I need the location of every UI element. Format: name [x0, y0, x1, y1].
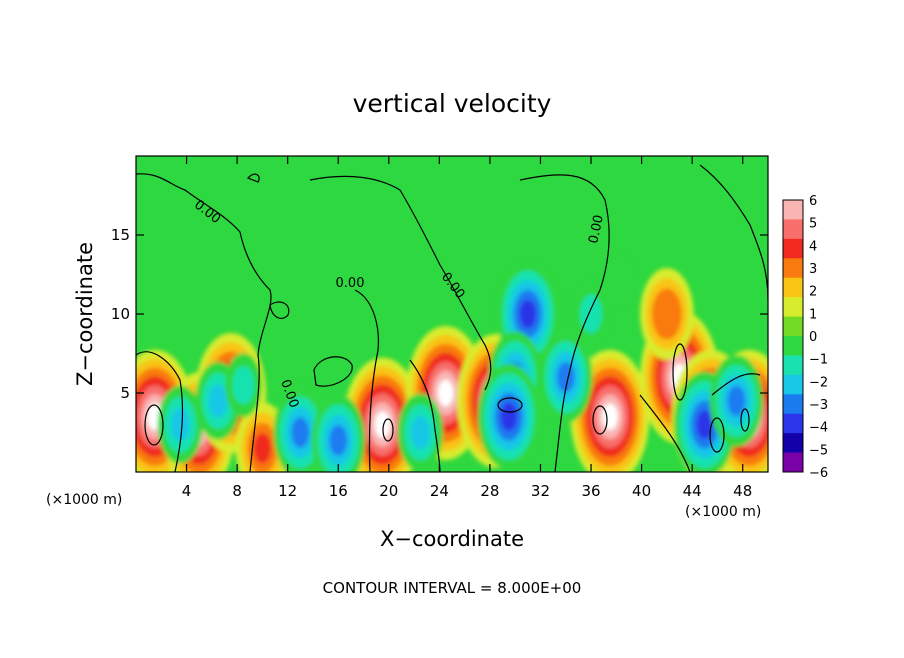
x-axis-unit-left: (×1000 m) — [46, 492, 122, 508]
plot-area: 0.000.00 0.000.000.00 4 8 12 16 20 24 28 32 36 40 4… — [111, 155, 769, 500]
field-feature — [572, 282, 610, 346]
colorbar-tick-label: −1 — [809, 353, 828, 368]
colorbar-swatch — [783, 238, 803, 259]
field-feature — [225, 353, 262, 418]
colorbar-tick-label: 1 — [809, 307, 817, 322]
colorbar-swatch — [783, 316, 803, 337]
field-feature — [397, 393, 443, 472]
colorbar-swatch — [783, 200, 803, 220]
colorbar-swatch — [783, 297, 803, 317]
x-tick-label: 44 — [683, 482, 702, 500]
colorbar-tick-label: 5 — [809, 217, 817, 232]
chart-title: vertical velocity — [353, 89, 552, 118]
colorbar-swatch — [783, 355, 803, 376]
y-axis-title: Z−coordinate — [73, 242, 97, 386]
colorbar-tick-label: 3 — [809, 262, 817, 277]
colorbar-tick-label: 0 — [809, 330, 817, 345]
field-feature — [709, 354, 764, 447]
colorbar-swatch — [783, 452, 803, 473]
contour-line — [519, 174, 610, 472]
colorbar-frame — [782, 199, 804, 473]
contour-interval-note: CONTOUR INTERVAL = 8.000E+00 — [323, 579, 582, 597]
x-axis-unit-right: (×1000 m) — [685, 504, 761, 520]
contour-line — [313, 356, 353, 387]
contour-lines — [136, 164, 768, 472]
x-tick-label: 4 — [182, 482, 192, 500]
field-feature — [311, 394, 366, 472]
colorbar-tick-label: −6 — [809, 466, 828, 481]
x-axis-title: X−coordinate — [380, 527, 524, 551]
contour-line — [246, 173, 260, 183]
field-feature — [608, 257, 637, 308]
contour-line — [639, 394, 691, 472]
colorbar-swatch — [783, 394, 803, 415]
y-tick-label: 10 — [111, 305, 130, 323]
contour-line — [672, 343, 688, 401]
contour-line — [269, 301, 290, 319]
heatmap-field — [136, 156, 768, 472]
colorbar: 6 5 4 3 2 1 0 −1 −2 −3 −4 −5 −6 — [782, 194, 828, 481]
contour-line — [354, 289, 379, 472]
contour-label: 0.00 — [336, 276, 365, 291]
x-tick-label: 36 — [581, 482, 600, 500]
contour-line — [592, 405, 608, 435]
colorbar-tick-label: −2 — [809, 375, 828, 390]
y-tick-label: 15 — [111, 226, 130, 244]
x-tick-label: 20 — [379, 482, 398, 500]
colorbar-tick-label: −4 — [809, 421, 828, 436]
colorbar-swatch — [783, 277, 803, 298]
contour-line — [740, 408, 750, 432]
contour-line — [409, 359, 441, 472]
field-feature — [640, 268, 694, 360]
colorbar-tick-label: 4 — [809, 239, 817, 254]
contour-label: 0.00 — [586, 214, 607, 245]
x-tick-label: 32 — [531, 482, 550, 500]
contour-line — [497, 397, 523, 413]
colorbar-tick-label: −3 — [809, 398, 828, 413]
x-tick-label: 16 — [329, 482, 348, 500]
y-axis: 5 10 15 — [111, 226, 768, 402]
colorbar-swatch — [783, 374, 803, 395]
contour-line — [699, 164, 768, 301]
colorbar-swatch — [783, 258, 803, 279]
field-feature — [157, 385, 203, 464]
contour-line — [144, 404, 164, 446]
colorbar-tick-label: −5 — [809, 443, 828, 458]
x-tick-label: 8 — [232, 482, 242, 500]
x-tick-label: 48 — [733, 482, 752, 500]
x-tick-label: 40 — [632, 482, 651, 500]
field-feature — [477, 363, 540, 470]
x-tick-label: 28 — [480, 482, 499, 500]
colorbar-swatch — [783, 219, 803, 240]
contour-line — [382, 418, 394, 442]
contour-line — [709, 417, 725, 453]
colorbar-swatch — [783, 336, 803, 356]
contour-line — [309, 175, 492, 391]
field-feature — [273, 386, 328, 472]
x-tick-label: 24 — [430, 482, 449, 500]
x-tick-label: 12 — [278, 482, 297, 500]
y-tick-label: 5 — [120, 384, 130, 402]
contour-line — [136, 173, 272, 472]
contour-line — [136, 351, 184, 472]
field-feature — [538, 331, 593, 424]
x-axis: 4 8 12 16 20 24 28 32 36 40 44 48 — [182, 156, 752, 500]
contour-line — [711, 373, 761, 396]
colorbar-swatch — [783, 413, 803, 434]
colorbar-swatch — [783, 433, 803, 453]
colorbar-tick-label: 2 — [809, 285, 817, 300]
colorbar-tick-label: 6 — [809, 194, 817, 209]
